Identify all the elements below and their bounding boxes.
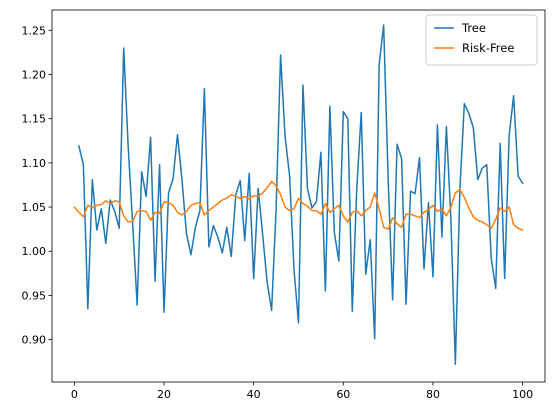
series-line-risk-free <box>73 180 524 231</box>
series-layer <box>73 24 524 366</box>
y-tick-label: 1.10 <box>22 157 47 170</box>
legend-label: Tree <box>461 21 486 35</box>
series-line-tree <box>77 24 524 366</box>
y-tick-label: 0.95 <box>22 289 47 302</box>
legend-label: Risk-Free <box>462 41 514 55</box>
legend: Tree Risk-Free <box>425 14 538 66</box>
x-axis: 0 20 40 60 80 100 <box>71 382 533 401</box>
y-tick-label: 0.90 <box>22 334 47 347</box>
y-tick-label: 1.15 <box>22 113 47 126</box>
y-axis: 0.90 0.95 1.00 1.05 1.10 1.15 1.20 1.25 <box>22 24 52 347</box>
y-tick-label: 1.00 <box>22 245 47 258</box>
axes-frame <box>51 9 546 383</box>
plot-area <box>73 24 524 366</box>
y-tick-label: 1.05 <box>22 201 47 214</box>
y-tick-label: 1.25 <box>22 24 47 37</box>
y-tick-label: 1.20 <box>22 69 47 82</box>
x-tick-label: 80 <box>426 388 440 401</box>
x-tick-label: 0 <box>71 388 78 401</box>
x-tick-label: 60 <box>336 388 350 401</box>
x-tick-label: 20 <box>157 388 171 401</box>
x-tick-label: 100 <box>512 388 533 401</box>
x-tick-label: 40 <box>247 388 261 401</box>
